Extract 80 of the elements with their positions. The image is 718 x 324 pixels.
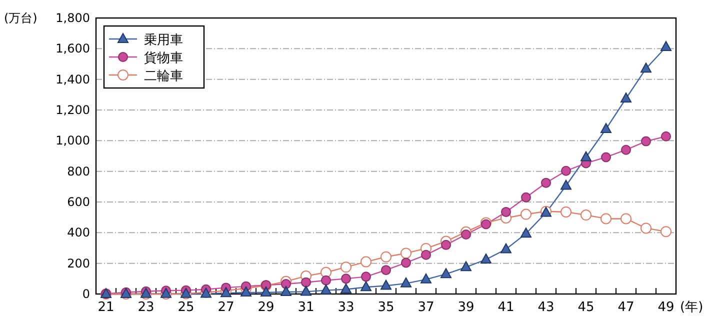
point <box>620 92 632 102</box>
point <box>340 283 352 294</box>
y-tick-label: 200 <box>67 256 90 270</box>
point <box>501 206 511 217</box>
y-tick-label: 1,200 <box>56 103 90 117</box>
point <box>280 286 292 296</box>
legend-label: 貨物車 <box>144 51 183 66</box>
point <box>361 272 371 282</box>
point <box>401 258 411 268</box>
legend-label: 乗用車 <box>144 33 183 48</box>
point <box>620 213 632 224</box>
point <box>541 178 551 188</box>
y-tick-label: 600 <box>67 195 90 209</box>
y-tick-label: 1,600 <box>56 42 90 56</box>
point <box>580 210 592 221</box>
point <box>360 256 372 268</box>
point <box>520 208 532 220</box>
y-tick-label: 1,800 <box>56 11 90 25</box>
point <box>660 226 672 238</box>
point <box>661 131 671 142</box>
point <box>621 144 631 155</box>
x-tick-label: 39 <box>458 300 474 315</box>
x-tick-label: 43 <box>538 300 554 315</box>
point <box>340 262 352 273</box>
point <box>561 166 571 176</box>
point <box>520 228 532 238</box>
x-tick-label: 35 <box>378 300 394 315</box>
point <box>601 152 611 162</box>
point <box>560 206 572 218</box>
y-tick-label: 400 <box>67 226 90 240</box>
point <box>400 277 412 288</box>
point <box>301 277 311 288</box>
point <box>281 279 291 290</box>
point <box>521 192 531 202</box>
x-axis-title: (年) <box>680 300 704 315</box>
point <box>560 180 572 190</box>
point <box>640 222 652 234</box>
point <box>380 251 392 262</box>
y-axis-title: (万台) <box>4 11 38 25</box>
x-tick-label: 23 <box>138 300 154 315</box>
point <box>580 151 592 162</box>
x-tick-label: 41 <box>498 300 514 315</box>
y-tick-label: 1,000 <box>56 134 90 148</box>
x-tick-label: 37 <box>418 300 434 315</box>
x-tick-label: 31 <box>298 300 314 315</box>
point <box>381 265 391 276</box>
point <box>600 123 612 134</box>
y-tick-label: 1,400 <box>56 72 90 86</box>
point <box>441 240 451 250</box>
x-tick-label: 45 <box>578 300 594 315</box>
x-tick-label: 29 <box>258 300 274 315</box>
point <box>321 275 331 286</box>
point <box>600 213 612 224</box>
point <box>641 136 651 146</box>
x-tick-label: 25 <box>178 300 194 315</box>
point <box>421 250 431 260</box>
y-tick-label: 800 <box>67 164 90 178</box>
y-tick-label: 0 <box>82 287 90 301</box>
point <box>461 230 471 240</box>
point <box>341 274 351 284</box>
point <box>420 273 432 284</box>
point <box>660 40 672 51</box>
point <box>480 254 492 264</box>
point <box>460 261 472 272</box>
point <box>380 280 392 290</box>
point <box>240 286 252 296</box>
x-tick-label: 49 <box>658 300 674 315</box>
point <box>400 248 412 259</box>
point <box>440 268 452 278</box>
point <box>640 62 652 73</box>
x-tick-label: 33 <box>338 300 354 315</box>
point <box>260 286 272 296</box>
x-tick-label: 21 <box>98 300 114 315</box>
legend-label: 二輪車 <box>144 69 183 84</box>
x-tick-label: 27 <box>218 300 234 315</box>
point <box>360 281 372 292</box>
x-tick-label: 47 <box>618 300 634 315</box>
point <box>320 284 332 294</box>
point <box>500 243 512 254</box>
point <box>300 286 312 296</box>
